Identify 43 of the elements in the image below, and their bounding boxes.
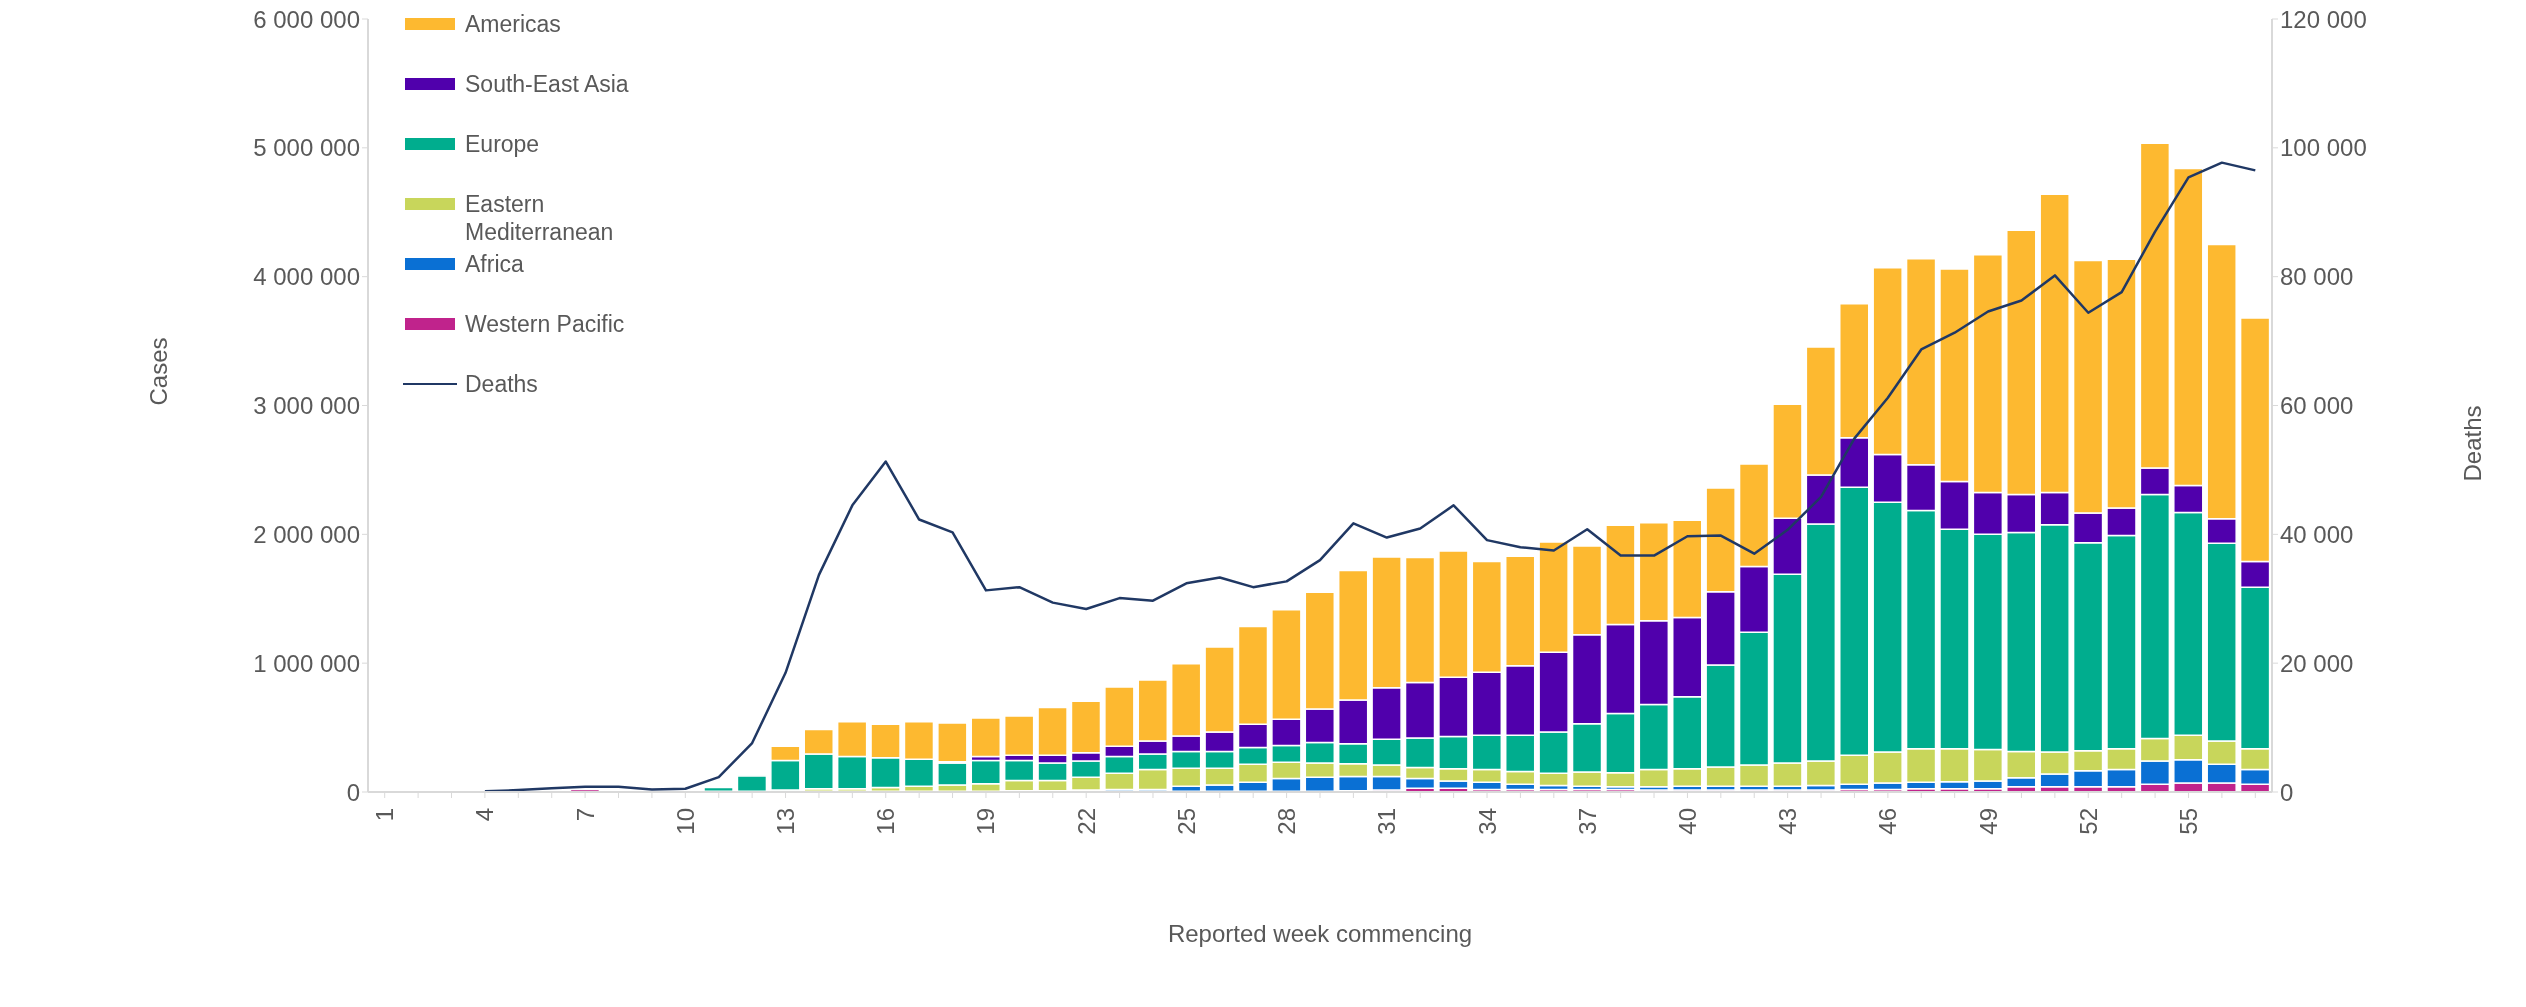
x-tick-label: 43 xyxy=(1774,808,1802,835)
x-tick-label: 4 xyxy=(471,808,499,822)
x-tick-label: 46 xyxy=(1874,808,1902,835)
y2-axis-title: Deaths xyxy=(2458,405,2486,482)
x-tick-label: 25 xyxy=(1172,808,1200,835)
x-axis-title: Reported week commencing xyxy=(1167,920,1473,947)
y2-tick-label: 80 000 xyxy=(2280,263,2354,291)
x-tick-label: 7 xyxy=(571,808,599,822)
x-tick-label: 19 xyxy=(972,808,1000,835)
x-tick-label: 40 xyxy=(1673,808,1701,835)
y-tick-label: 5 000 000 xyxy=(253,134,360,162)
y2-tick-label: 40 000 xyxy=(2280,520,2354,548)
x-tick-label: 31 xyxy=(1373,808,1401,835)
legend-label: Africa xyxy=(465,250,524,278)
x-tick-label: 1 xyxy=(371,808,399,822)
legend-label: Americas xyxy=(465,10,561,38)
legend-label: Eastern Mediterranean xyxy=(465,190,615,246)
y2-tick-label: 60 000 xyxy=(2280,392,2354,420)
y-tick-label: 4 000 000 xyxy=(253,263,360,291)
y-tick-label: 2 000 000 xyxy=(253,520,360,548)
x-tick-label: 55 xyxy=(2174,808,2202,835)
y-tick-label: 6 000 000 xyxy=(253,5,360,33)
x-tick-label: 13 xyxy=(772,808,800,835)
x-tick-label: 34 xyxy=(1473,808,1501,835)
x-tick-label: 22 xyxy=(1072,808,1100,835)
y2-tick-label: 120 000 xyxy=(2280,5,2367,33)
x-tick-label: 10 xyxy=(671,808,699,835)
y-tick-label: 3 000 000 xyxy=(253,392,360,420)
x-tick-label: 52 xyxy=(2074,808,2102,835)
x-tick-label: 37 xyxy=(1573,808,1601,835)
legend-label: Deaths xyxy=(465,370,538,398)
x-tick-label: 49 xyxy=(1974,808,2002,835)
x-tick-label: 28 xyxy=(1273,808,1301,835)
y-tick-label: 1 000 000 xyxy=(253,649,360,677)
y2-tick-label: 100 000 xyxy=(2280,134,2367,162)
y-axis-title: Cases xyxy=(144,337,172,406)
legend-label: Western Pacific xyxy=(465,310,625,338)
legend-label: Europe xyxy=(465,130,540,158)
x-tick-label: 16 xyxy=(872,808,900,835)
legend-label: South-East Asia xyxy=(465,70,629,98)
y2-tick-label: 0 xyxy=(2280,778,2294,806)
y-tick-label: 0 xyxy=(346,778,360,806)
y2-tick-label: 20 000 xyxy=(2280,649,2354,677)
